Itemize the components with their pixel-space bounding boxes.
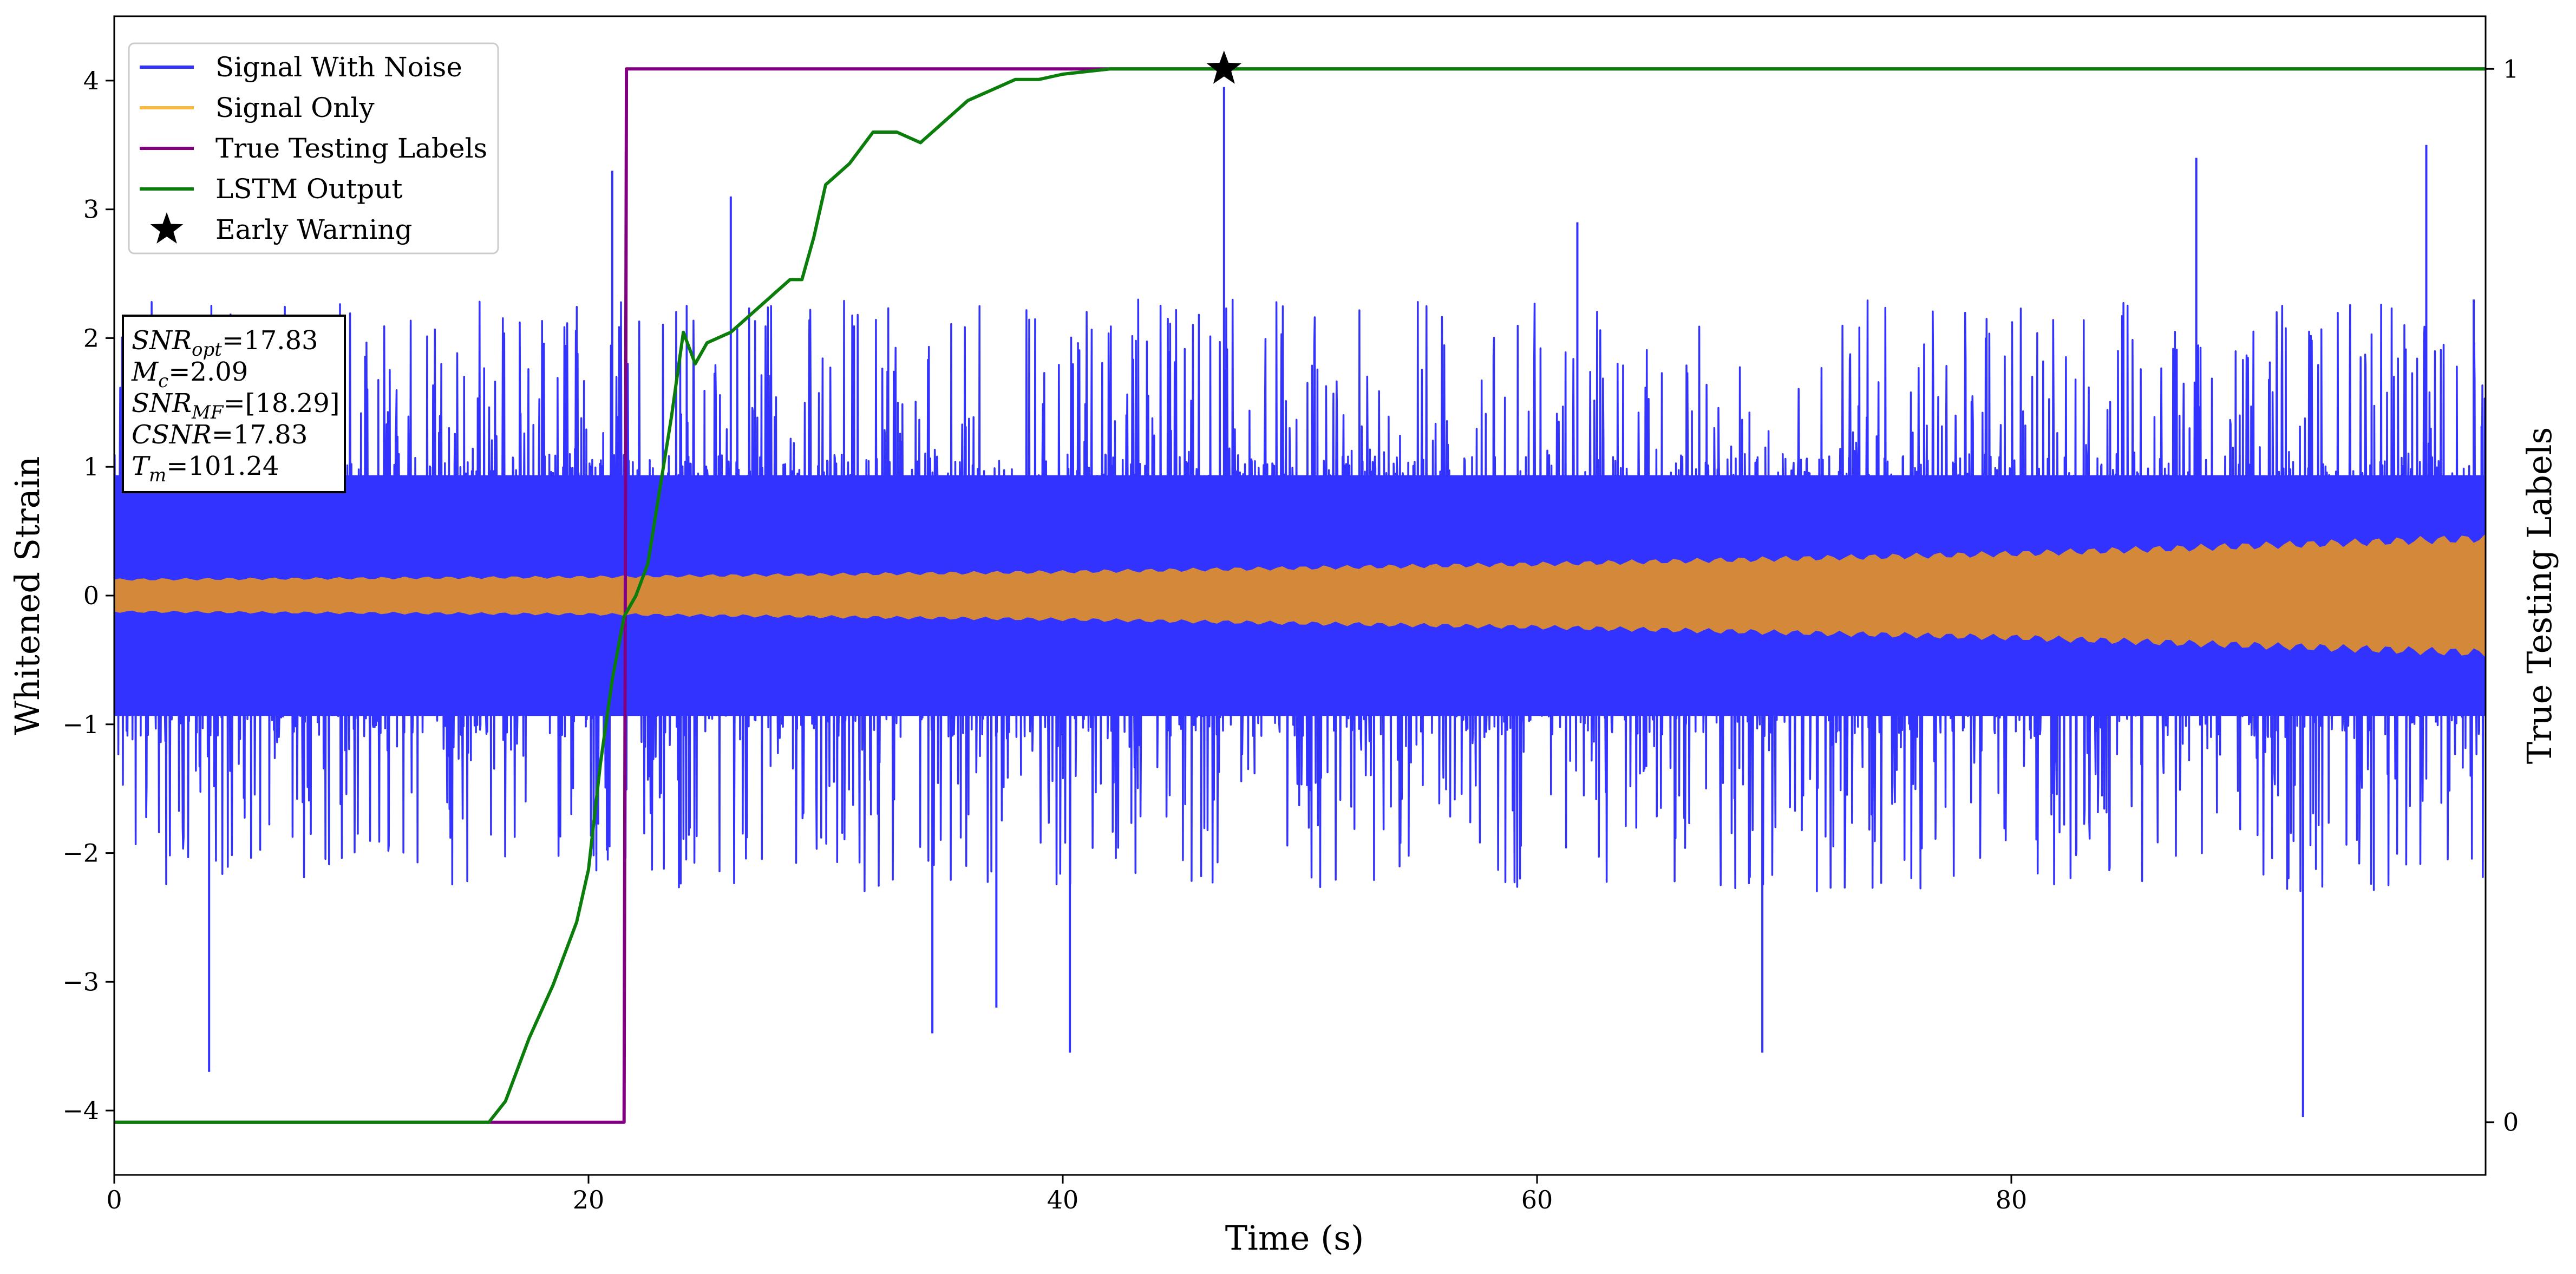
y-tick-label: −1 (62, 710, 99, 739)
info-box: SNRopt=17.83Mc=2.09SNRMF=[18.29]CSNR=17.… (122, 315, 346, 493)
series-lstm-output (114, 67, 2486, 1124)
info-box-frame (122, 315, 346, 493)
info-line-value: =101.24 (166, 451, 279, 481)
y-tick-label: 0 (83, 581, 99, 610)
info-line-base: SNR (132, 325, 192, 356)
y-tick-label: 3 (83, 195, 99, 224)
legend-label: Early Warning (215, 214, 413, 245)
info-line-value: =17.83 (212, 420, 308, 450)
legend-label: Signal Only (215, 92, 375, 123)
y-tick-label: 1 (83, 452, 99, 481)
info-line: Tm=101.24 (132, 451, 279, 486)
legend-label: Signal With Noise (215, 51, 462, 83)
info-line: SNRMF=[18.29] (132, 388, 340, 423)
y2-axis-label: True Testing Labels (2520, 427, 2559, 765)
early-warning-star (1206, 50, 1242, 84)
legend-frame (128, 42, 499, 254)
legend-star-icon (150, 212, 184, 244)
info-line-value: =2.09 (168, 357, 248, 387)
info-line-base: T (132, 451, 151, 481)
info-line-sub: MF (191, 402, 224, 423)
y-tick-label: −3 (62, 967, 99, 996)
info-line-value: =[18.29] (223, 388, 339, 419)
info-line-sub: c (158, 370, 168, 392)
x-tick-label: 60 (1521, 1185, 1553, 1214)
y-tick-label: −2 (62, 839, 99, 868)
y-tick-label: 4 (83, 66, 99, 95)
y2-tick-label: 0 (2503, 1108, 2519, 1137)
y-tick-label: −4 (62, 1096, 99, 1125)
y2-tick-label: 1 (2503, 54, 2519, 83)
info-line-sub: m (149, 465, 166, 486)
x-tick-label: 40 (1047, 1185, 1079, 1214)
info-line: SNRopt=17.83 (132, 325, 318, 361)
y-axis-label: Whitened Strain (8, 456, 47, 735)
legend-label: True Testing Labels (215, 133, 487, 164)
y-tick-label: 2 (83, 323, 99, 352)
info-line-base: SNR (132, 388, 192, 419)
info-line: Mc=2.09 (131, 357, 248, 392)
info-line-value: =17.83 (222, 325, 318, 356)
info-line: CSNR=17.83 (132, 420, 308, 450)
x-tick-label: 0 (106, 1185, 122, 1214)
legend-label: LSTM Output (215, 173, 402, 205)
series-signal-only (114, 533, 2486, 658)
series-layer (114, 67, 2486, 1124)
marker-layer (1206, 50, 1242, 84)
info-line-sub: opt (192, 339, 222, 361)
info-line-base: M (131, 357, 159, 387)
x-tick-label: 20 (573, 1185, 605, 1214)
x-tick-label: 80 (1996, 1185, 2028, 1214)
info-line-base: CSNR (132, 420, 212, 450)
legend: Signal With Noise Signal Only True Testing… (128, 42, 499, 254)
x-axis-label: Time (s) (1225, 1218, 1364, 1258)
